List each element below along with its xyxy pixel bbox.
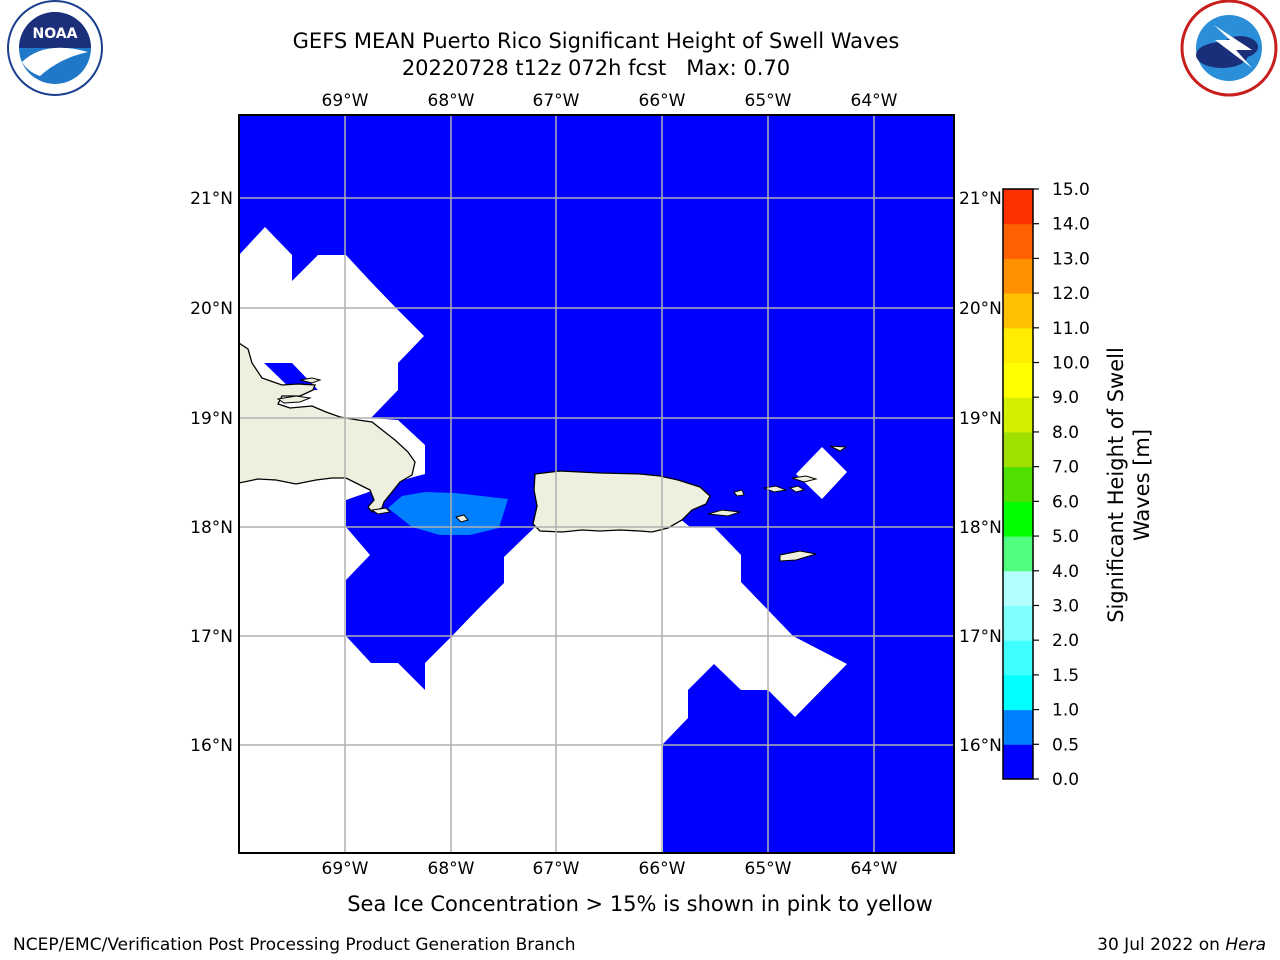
colorbar-tick-label: 12.0: [1052, 284, 1090, 304]
colorbar-swatch: [1003, 397, 1033, 433]
land-anegada: [829, 445, 848, 452]
colorbar-swatch: [1003, 674, 1033, 711]
noaa-logo-text: NOAA: [33, 26, 78, 42]
lat-label-right: 21°N: [959, 189, 1002, 209]
colorbar-tick-label: 3.0: [1052, 596, 1079, 616]
title-line-1: GEFS MEAN Puerto Rico Significant Height…: [293, 29, 900, 53]
lon-label-top: 68°W: [428, 91, 475, 111]
colorbar-swatch: [1003, 744, 1033, 780]
colorbar-swatch: [1003, 501, 1033, 537]
land-st-croix: [779, 550, 817, 562]
lat-label-left: 20°N: [190, 299, 233, 319]
land-hispaniola: [239, 342, 416, 513]
map-area: [239, 115, 954, 853]
colorbar-tick-label: 4.0: [1052, 562, 1079, 582]
colorbar-tick-label: 7.0: [1052, 458, 1079, 478]
colorbar-tick-label: 6.0: [1052, 492, 1079, 512]
colorbar-swatch: [1003, 709, 1033, 745]
footer-date-text: 30 Jul 2022 on: [1097, 935, 1225, 955]
colorbar-swatch: [1003, 466, 1033, 502]
footer-host: Hera: [1225, 935, 1266, 955]
colorbar-tick-label: 5.0: [1052, 527, 1079, 547]
colorbar-label-line-1: Significant Height of Swell: [1104, 347, 1128, 623]
nodata-patch-virgin-islands: [796, 447, 847, 499]
land-culebra: [733, 489, 745, 497]
land-puerto-rico: [532, 470, 711, 533]
colorbar-ticks: 0.0 0.5 1.0 1.5 2.0 3.0 4.0 5.0 6.0 7.0 8.0 9.0 10.0…: [1033, 180, 1090, 790]
colorbar-tick-label: 14.0: [1052, 215, 1090, 235]
colorbar-tick-label: 1.0: [1052, 701, 1079, 721]
colorbar-swatch: [1003, 327, 1033, 364]
lat-label-right: 19°N: [959, 409, 1002, 429]
swell-field-0.5-1.0m: [388, 492, 508, 535]
colorbar-swatch: [1003, 362, 1033, 398]
colorbar-tick-label: 8.0: [1052, 423, 1079, 443]
lat-label-left: 16°N: [190, 736, 233, 756]
colorbar-tick-label: 9.0: [1052, 388, 1079, 408]
footer-date: 30 Jul 2022 on Hera: [1097, 935, 1266, 955]
lon-label-bottom: 68°W: [428, 859, 475, 879]
lon-label-bottom: 67°W: [533, 859, 580, 879]
lat-label-left: 18°N: [190, 518, 233, 538]
colorbar-swatch: [1003, 536, 1033, 572]
title-line-2: 20220728 t12z 072h fcst Max: 0.70: [402, 56, 790, 80]
colorbar-tick-label: 13.0: [1052, 249, 1090, 269]
colorbar-tick-label: 11.0: [1052, 319, 1090, 339]
colorbar-tick-label: 10.0: [1052, 354, 1090, 374]
colorbar-swatches: [1003, 189, 1033, 780]
lat-label-right: 16°N: [959, 736, 1002, 756]
land-tortola: [791, 475, 818, 483]
lon-label-top: 66°W: [639, 91, 686, 111]
lat-label-left: 21°N: [190, 189, 233, 209]
lon-label-bottom: 65°W: [745, 859, 792, 879]
lon-label-bottom: 64°W: [851, 859, 898, 879]
land-tortuga: [299, 377, 322, 384]
colorbar-swatch: [1003, 640, 1033, 676]
colorbar-tick-label: 15.0: [1052, 180, 1090, 200]
colorbar-swatch: [1003, 258, 1033, 294]
colorbar-tick-label: 0.0: [1052, 770, 1079, 790]
land-st-thomas: [762, 485, 788, 493]
land-st-john: [788, 485, 806, 493]
lon-label-top: 67°W: [533, 91, 580, 111]
lat-label-right: 20°N: [959, 299, 1002, 319]
colorbar: 0.0 0.5 1.0 1.5 2.0 3.0 4.0 5.0 6.0 7.0 8.0 9.0 10.0…: [1002, 180, 1090, 790]
colorbar-label-line-2: Waves [m]: [1130, 429, 1154, 541]
map-frame: [238, 114, 955, 854]
lon-label-top: 69°W: [322, 91, 369, 111]
swell-field-patch-hispaniola-north: [264, 363, 318, 390]
lat-label-left: 17°N: [190, 627, 233, 647]
colorbar-swatch: [1003, 189, 1033, 225]
noaa-logo: NOAA: [7, 0, 103, 96]
lat-label-left: 19°N: [190, 409, 233, 429]
colorbar-swatch: [1003, 570, 1033, 606]
land-mona-island: [455, 514, 469, 523]
lon-label-bottom: 69°W: [322, 859, 369, 879]
colorbar-tick-label: 0.5: [1052, 735, 1079, 755]
colorbar-tick-label: 2.0: [1052, 631, 1079, 651]
colorbar-tick-label: 1.5: [1052, 666, 1079, 686]
sea-ice-note: Sea Ice Concentration > 15% is shown in …: [347, 892, 933, 916]
land-gonave: [276, 395, 312, 404]
lat-label-right: 17°N: [959, 627, 1002, 647]
land-vieques: [707, 509, 741, 517]
colorbar-swatch: [1003, 605, 1033, 641]
colorbar-swatch: [1003, 223, 1033, 259]
nws-logo: [1180, 0, 1278, 97]
lat-label-right: 18°N: [959, 518, 1002, 538]
land-saona: [370, 507, 392, 515]
lon-label-top: 64°W: [851, 91, 898, 111]
lon-label-top: 65°W: [745, 91, 792, 111]
graticule: [239, 115, 954, 853]
colorbar-frame: [1002, 188, 1034, 780]
colorbar-swatch: [1003, 431, 1033, 468]
colorbar-swatch: [1003, 293, 1033, 329]
footer-branch: NCEP/EMC/Verification Post Processing Pr…: [13, 935, 576, 955]
lon-label-bottom: 66°W: [639, 859, 686, 879]
